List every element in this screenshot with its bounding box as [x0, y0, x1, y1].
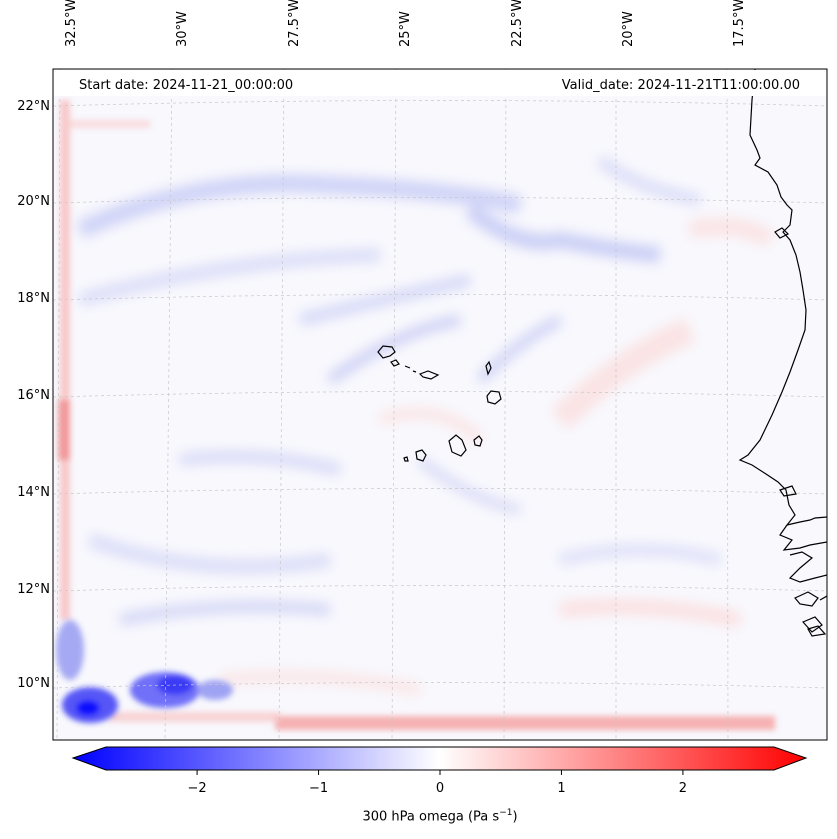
lon-label: 25°W: [398, 11, 413, 47]
lat-label: 14°N: [17, 485, 50, 500]
lat-label: 16°N: [17, 388, 50, 403]
colorbar-ticks: [196, 770, 684, 775]
lon-label: 20°W: [621, 11, 636, 47]
cape-verde-islands: [377, 345, 502, 462]
graticule: [53, 69, 827, 740]
lat-label: 22°N: [17, 99, 50, 114]
lat-label: 20°N: [17, 194, 50, 209]
lon-label: 22.5°W: [510, 0, 525, 47]
colorbar-tick-label: −2: [187, 781, 207, 796]
map-frame: [52, 68, 828, 741]
lat-label: 12°N: [17, 582, 50, 597]
start-date-label: Start date: 2024-11-21_00:00:00: [79, 78, 294, 93]
colorbar-tick-label: 2: [678, 781, 688, 796]
colorbar-title: 300 hPa omega (Pa s−1): [362, 808, 518, 825]
lat-label: 18°N: [17, 291, 50, 306]
valid-date-label: Valid_date: 2024-11-21T11:00:00.00: [561, 78, 800, 93]
lon-label: 30°W: [175, 11, 190, 47]
colorbar-tick-label: 1: [557, 781, 566, 796]
lon-label: 32.5°W: [64, 0, 79, 47]
lon-label: 17.5°W: [732, 0, 747, 47]
colorbar-tick-label: −1: [308, 781, 329, 796]
coastline: [738, 69, 827, 637]
lon-label: 27.5°W: [287, 0, 302, 47]
label-backdrop: [54, 70, 826, 96]
colorbar-tick-label: 0: [435, 781, 445, 796]
omega-field: [53, 69, 827, 740]
lat-label: 10°N: [17, 676, 50, 691]
colorbar: [71, 746, 808, 775]
